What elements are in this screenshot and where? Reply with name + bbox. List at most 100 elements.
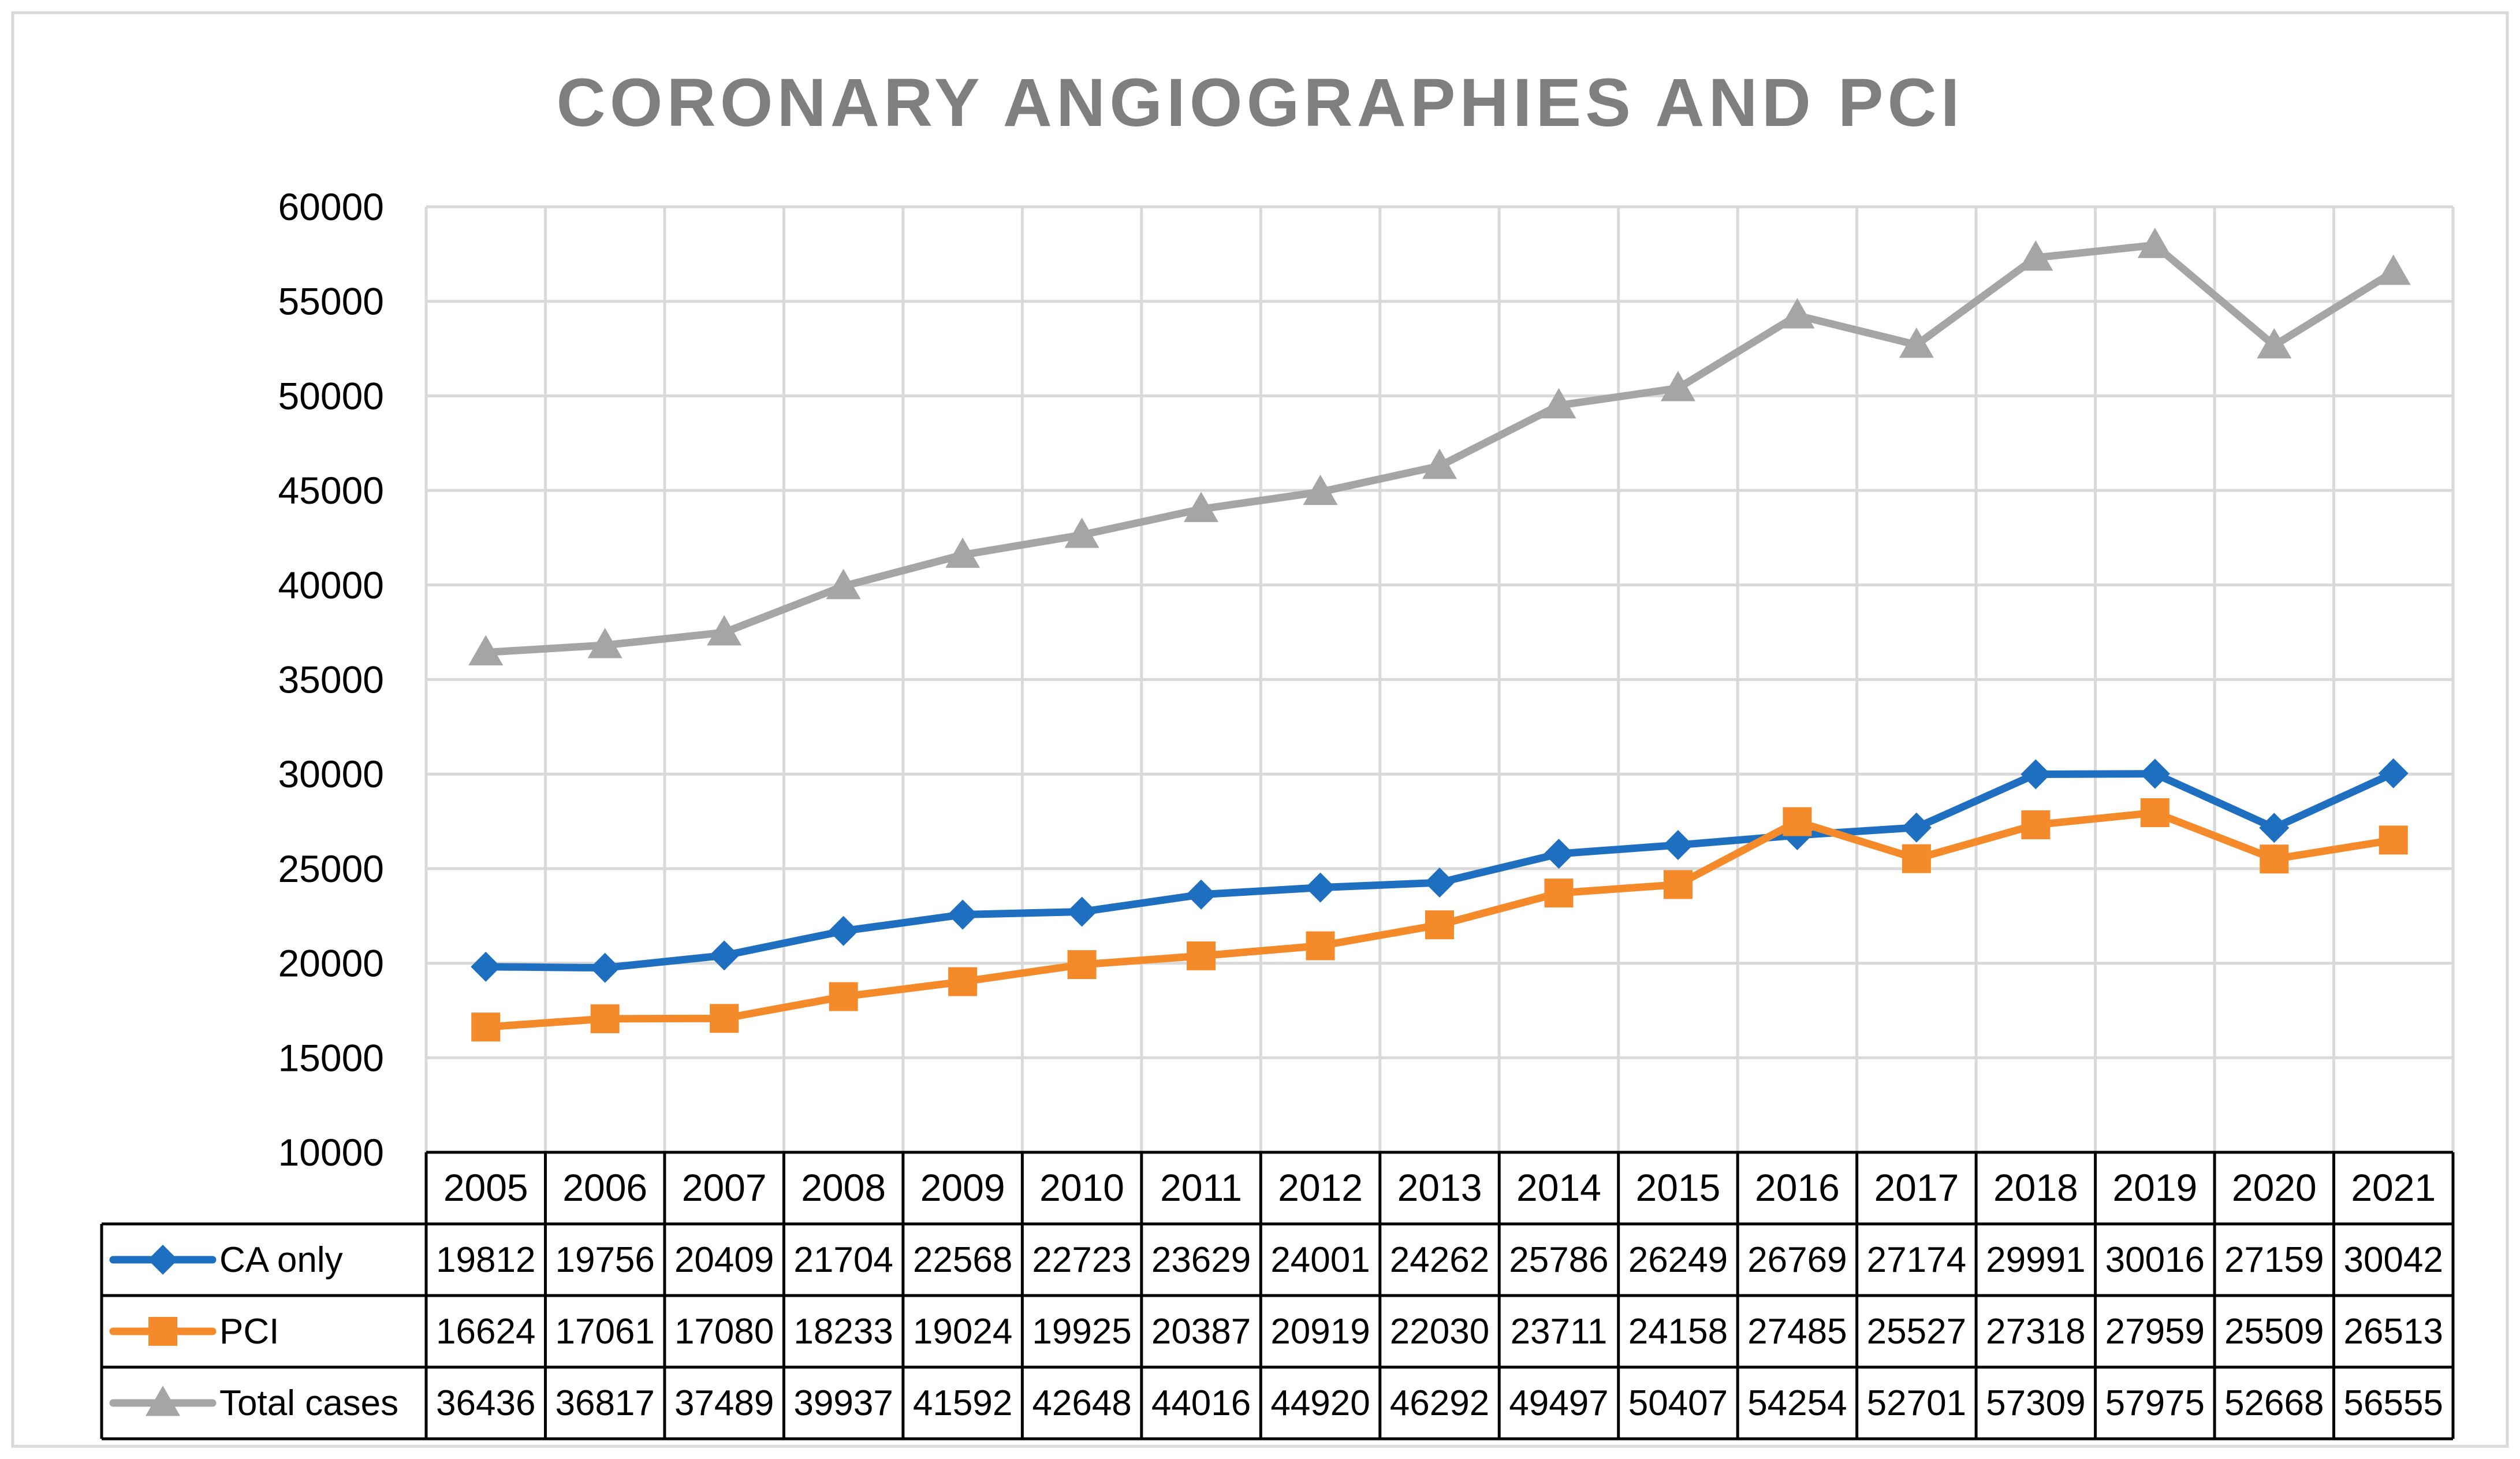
data-point-3 xyxy=(1064,518,1099,548)
y-axis: 60000 55000 50000 45000 40000 35000 30000 25000… xyxy=(278,185,384,1174)
x-tick-label: 2016 xyxy=(1755,1166,1840,1209)
data-label: 52701 xyxy=(1867,1383,1966,1423)
legend-marker-2 xyxy=(148,1317,177,1346)
data-label: 17080 xyxy=(674,1312,774,1352)
y-tick-label: 15000 xyxy=(278,1036,384,1079)
data-point-3 xyxy=(1660,371,1695,401)
y-tick-label: 60000 xyxy=(278,185,384,228)
data-label: 36817 xyxy=(555,1383,654,1423)
x-tick-label: 2011 xyxy=(1160,1166,1242,1209)
data-label: 20409 xyxy=(674,1240,774,1280)
data-label: 21704 xyxy=(793,1240,893,1280)
data-point-3 xyxy=(1184,492,1219,522)
y-tick-label: 40000 xyxy=(278,564,384,606)
x-tick-label: 2017 xyxy=(1874,1166,1959,1209)
data-label: 25527 xyxy=(1867,1312,1966,1352)
data-point-3 xyxy=(1780,298,1815,329)
data-point-1 xyxy=(2021,759,2051,790)
x-tick-label: 2018 xyxy=(1993,1166,2078,1209)
y-tick-label: 30000 xyxy=(278,753,384,795)
data-point-2 xyxy=(1902,844,1931,873)
data-label: 23629 xyxy=(1151,1240,1251,1280)
data-point-1 xyxy=(1305,872,1336,903)
data-point-2 xyxy=(948,967,978,996)
data-point-2 xyxy=(1544,879,1574,908)
data-point-3 xyxy=(1422,448,1457,479)
data-label: 24001 xyxy=(1270,1240,1370,1280)
data-point-2 xyxy=(1067,950,1097,980)
data-point-3 xyxy=(1899,327,1934,358)
data-label: 37489 xyxy=(674,1383,774,1423)
data-point-2 xyxy=(471,1013,501,1042)
data-point-1 xyxy=(2378,758,2409,788)
data-label: 27174 xyxy=(1867,1240,1966,1280)
data-label: 44920 xyxy=(1270,1383,1370,1423)
chart-title: CORONARY ANGIOGRAPHIES AND PCI xyxy=(557,65,1964,141)
data-label: 27159 xyxy=(2224,1240,2324,1280)
data-point-2 xyxy=(829,982,858,1011)
data-point-3 xyxy=(826,568,861,600)
data-point-1 xyxy=(2259,813,2290,843)
y-tick-label: 35000 xyxy=(278,658,384,701)
data-label: 41592 xyxy=(913,1383,1012,1423)
x-tick-label: 2013 xyxy=(1397,1166,1482,1209)
data-label: 19024 xyxy=(913,1312,1012,1352)
data-point-2 xyxy=(2021,810,2051,840)
x-tick-label: 2010 xyxy=(1039,1166,1124,1209)
data-point-3 xyxy=(945,537,981,568)
data-label: 22030 xyxy=(1390,1312,1489,1352)
data-point-3 xyxy=(707,615,742,646)
x-tick-label: 2020 xyxy=(2232,1166,2317,1209)
x-tick-label: 2009 xyxy=(920,1166,1005,1209)
data-label: 30042 xyxy=(2344,1240,2443,1280)
data-point-2 xyxy=(2379,825,2408,855)
y-tick-label: 20000 xyxy=(278,942,384,985)
legend-label: PCI xyxy=(219,1312,279,1352)
data-label: 25509 xyxy=(2224,1312,2324,1352)
data-label: 50407 xyxy=(1628,1383,1728,1423)
y-tick-label: 25000 xyxy=(278,847,384,890)
data-label: 29991 xyxy=(1986,1240,2085,1280)
data-label: 52668 xyxy=(2224,1383,2324,1423)
data-point-3 xyxy=(1541,388,1576,419)
data-point-1 xyxy=(2139,758,2170,789)
data-label: 56555 xyxy=(2344,1383,2443,1423)
data-point-2 xyxy=(590,1004,620,1033)
data-label: 24158 xyxy=(1628,1312,1728,1352)
data-label: 36436 xyxy=(436,1383,535,1423)
data-label: 18233 xyxy=(793,1312,893,1352)
data-point-1 xyxy=(590,952,620,983)
data-label: 57975 xyxy=(2105,1383,2205,1423)
data-label: 27318 xyxy=(1986,1312,2085,1352)
x-tick-label: 2019 xyxy=(2112,1166,2197,1209)
data-point-3 xyxy=(2137,228,2172,258)
data-point-1 xyxy=(471,951,501,982)
data-point-2 xyxy=(1783,807,1812,836)
x-tick-label: 2015 xyxy=(1636,1166,1721,1209)
data-label: 57309 xyxy=(1986,1383,2085,1423)
data-point-3 xyxy=(587,628,622,658)
data-point-2 xyxy=(2260,844,2289,874)
legend-label: Total cases xyxy=(219,1383,398,1423)
data-label: 19812 xyxy=(436,1240,535,1280)
data-label: 30016 xyxy=(2105,1240,2205,1280)
data-label: 16624 xyxy=(436,1312,535,1352)
data-point-1 xyxy=(828,915,859,946)
x-tick-label: 2007 xyxy=(682,1166,767,1209)
legend-label: CA only xyxy=(219,1240,343,1280)
y-tick-label: 10000 xyxy=(278,1131,384,1174)
data-label: 20387 xyxy=(1151,1312,1251,1352)
data-point-3 xyxy=(2257,328,2292,359)
data-point-2 xyxy=(1663,870,1693,899)
data-label: 25786 xyxy=(1509,1240,1608,1280)
data-label: 39937 xyxy=(793,1383,893,1423)
y-tick-label: 50000 xyxy=(278,374,384,417)
data-point-2 xyxy=(1187,941,1216,970)
data-point-2 xyxy=(1306,931,1335,961)
data-point-3 xyxy=(2018,240,2053,271)
data-label: 54254 xyxy=(1747,1383,1847,1423)
data-label: 19756 xyxy=(555,1240,654,1280)
data-point-1 xyxy=(709,940,740,971)
data-label: 19925 xyxy=(1032,1312,1131,1352)
